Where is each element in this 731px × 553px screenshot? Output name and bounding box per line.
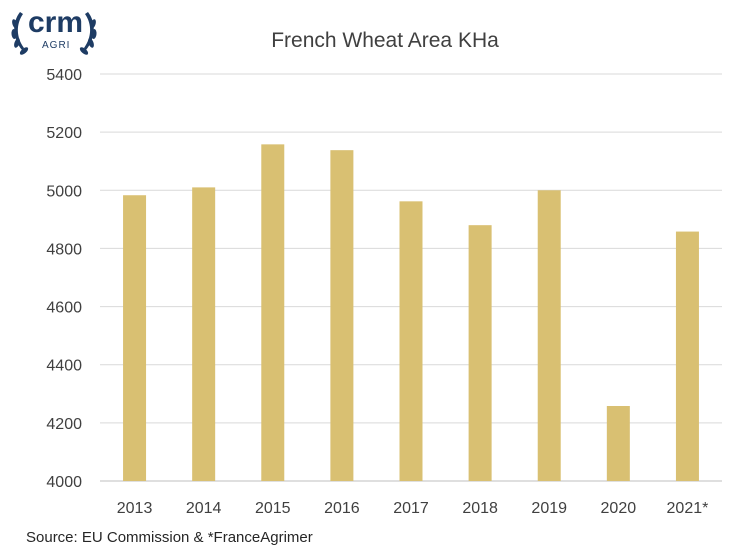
y-tick-label: 4800 [46,241,82,258]
bar [261,144,285,482]
bar [537,190,561,482]
bar [330,150,354,481]
y-tick-label: 5400 [46,67,82,84]
bar [399,201,423,481]
y-tick-label: 4000 [46,474,82,491]
source-note: Source: EU Commission & *FranceAgrimer [26,529,313,546]
logo-sub-text: AGRI [42,40,71,51]
laurel-wreath-icon [11,12,97,55]
x-tick-label: 2016 [324,500,360,517]
crm-agri-logo: crm AGRI [6,4,102,62]
y-tick-label: 4600 [46,300,82,317]
y-tick-label: 5000 [46,183,82,200]
bar [675,231,699,481]
x-tick-label: 2017 [393,500,429,517]
x-tick-label: 2015 [255,500,291,517]
x-tick-label: 2014 [186,500,222,517]
bar [468,225,492,481]
x-tick-label: 2013 [117,500,153,517]
chart-title: French Wheat Area KHa [271,29,499,52]
x-tick-label: 2020 [601,500,637,517]
x-tick-label: 2019 [531,500,567,517]
logo-brand-text: crm [28,6,84,39]
x-tick-label: 2021* [667,500,709,517]
y-tick-label: 5200 [46,125,82,142]
bar [192,187,216,481]
x-tick-label: 2018 [462,500,498,517]
bar [123,195,147,482]
y-tick-label: 4200 [46,416,82,433]
y-tick-label: 4400 [46,358,82,375]
bar [606,405,630,481]
